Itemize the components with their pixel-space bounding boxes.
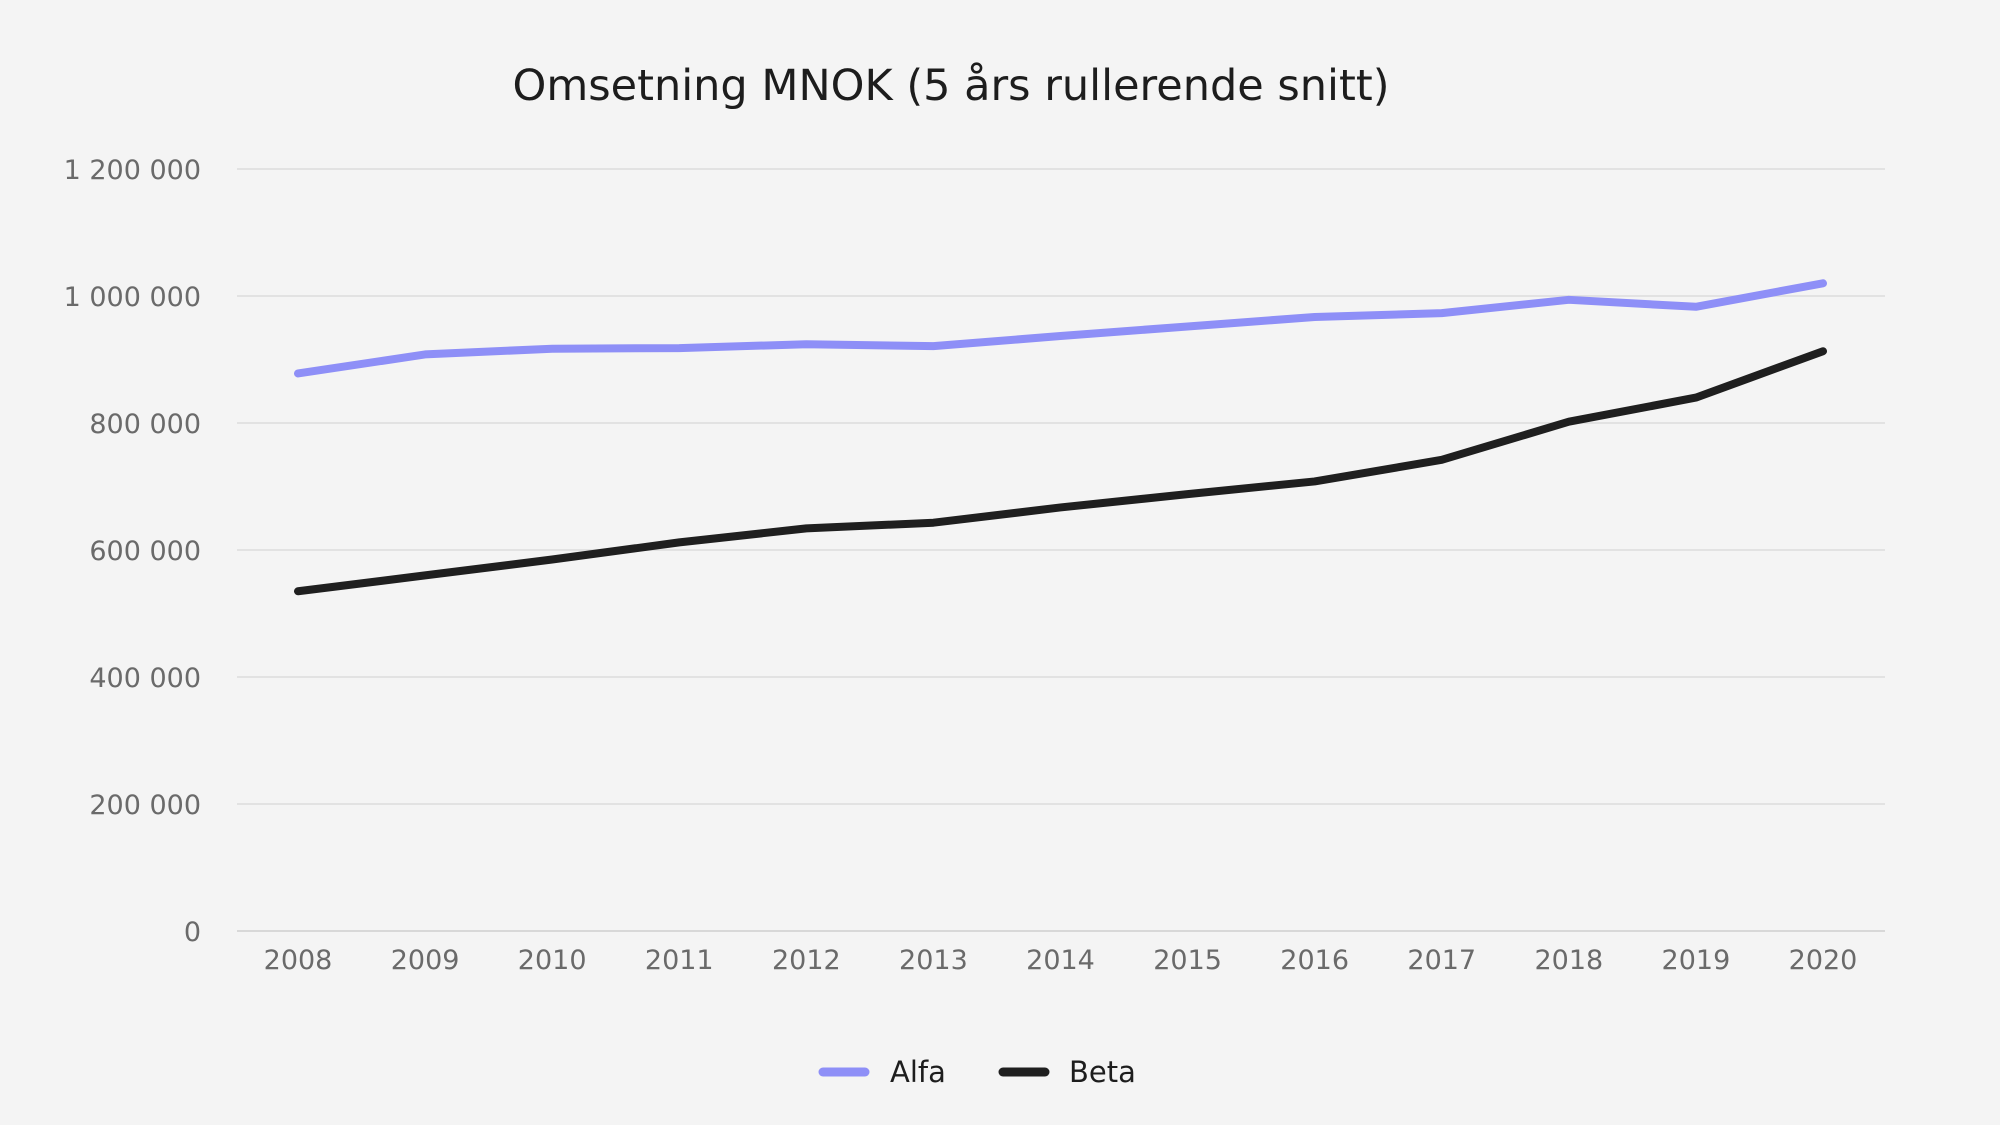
series-lines xyxy=(294,279,1827,596)
y-tick-label: 1 200 000 xyxy=(64,155,201,186)
y-tick-label: 600 000 xyxy=(89,536,201,567)
x-tick-label: 2017 xyxy=(1407,945,1476,976)
x-tick-label: 2013 xyxy=(899,945,968,976)
series-line-alfa xyxy=(294,279,1827,378)
y-axis: 0 200 000 400 000 600 000 800 000 1 000 000 1 … xyxy=(64,155,201,948)
y-tick-label: 0 xyxy=(184,917,201,948)
y-tick-label: 400 000 xyxy=(89,663,201,694)
legend-label-beta: Beta xyxy=(1069,1055,1136,1089)
legend-label-alfa: Alfa xyxy=(890,1055,946,1089)
x-axis: 2008 2009 2010 2011 2012 2013 2014 2015 2016 2017… xyxy=(264,945,1858,976)
y-tick-label: 200 000 xyxy=(89,790,201,821)
x-tick-label: 2014 xyxy=(1026,945,1095,976)
x-tick-label: 2009 xyxy=(391,945,460,976)
y-tick-label: 800 000 xyxy=(89,409,201,440)
x-tick-label: 2015 xyxy=(1153,945,1222,976)
legend: Alfa Beta xyxy=(818,1055,1136,1089)
series-line-beta xyxy=(294,347,1827,596)
x-tick-label: 2018 xyxy=(1534,945,1603,976)
x-tick-label: 2011 xyxy=(645,945,714,976)
gridlines xyxy=(237,168,1885,932)
x-tick-label: 2020 xyxy=(1789,945,1858,976)
x-tick-label: 2010 xyxy=(518,945,587,976)
x-tick-label: 2019 xyxy=(1662,945,1731,976)
chart-title: Omsetning MNOK (5 års rullerende snitt) xyxy=(513,61,1390,111)
x-tick-label: 2016 xyxy=(1280,945,1349,976)
y-tick-label: 1 000 000 xyxy=(64,282,201,313)
x-tick-label: 2008 xyxy=(264,945,333,976)
x-tick-label: 2012 xyxy=(772,945,841,976)
